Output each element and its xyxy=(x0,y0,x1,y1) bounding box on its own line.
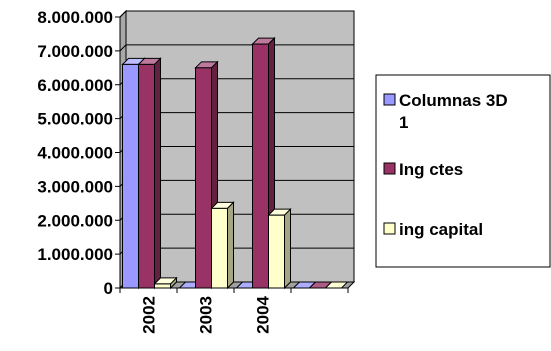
y-tick-label: 0 xyxy=(104,279,113,298)
legend-item: Columnas 3D 1 xyxy=(383,91,508,132)
bar-side xyxy=(227,201,234,290)
y-gridline xyxy=(119,10,354,18)
legend-swatch xyxy=(383,222,396,235)
legend-swatch xyxy=(383,93,396,106)
legend-label: Ing ctes xyxy=(399,160,463,179)
y-gridline xyxy=(119,44,354,52)
y-tick-label: 6.000.000 xyxy=(37,76,113,95)
bar xyxy=(137,57,162,290)
y-axis: 0 1.000.000 2.000.000 3.000.000 4.000.000 5.0… xyxy=(37,8,121,298)
x-tick-label: 2002 xyxy=(140,296,159,334)
y-tick-label: 4.000.000 xyxy=(37,144,113,163)
bar xyxy=(267,207,292,290)
bar-side xyxy=(154,57,161,290)
bar-front xyxy=(154,283,171,289)
bar-front xyxy=(195,67,212,289)
legend-item: ing capital xyxy=(383,220,483,239)
bar-front xyxy=(138,63,155,289)
y-tick-label: 3.000.000 xyxy=(37,177,113,196)
legend-swatch xyxy=(383,162,396,175)
bar xyxy=(210,201,235,290)
legend: Columnas 3D 1 Ing ctes ing capital xyxy=(375,74,551,268)
legend-label: ing capital xyxy=(399,220,483,239)
x-tick-label: 2004 xyxy=(254,295,273,333)
legend-label-line: Columnas 3D xyxy=(399,91,508,110)
legend-label: Columnas 3D 1 xyxy=(399,91,508,132)
x-tick-label: 2003 xyxy=(197,296,216,334)
y-tick-label: 8.000.000 xyxy=(37,8,113,27)
bar-front xyxy=(268,214,285,289)
bar-front xyxy=(122,63,139,289)
legend-label-line: 1 xyxy=(399,113,408,132)
bar-front xyxy=(252,43,269,289)
legend-box xyxy=(375,74,551,268)
bar-group xyxy=(121,36,349,290)
bar-front xyxy=(211,207,228,289)
bar-side xyxy=(284,207,291,290)
y-tick-label: 7.000.000 xyxy=(37,42,113,61)
y-tick-label: 5.000.000 xyxy=(37,110,113,129)
legend-item: Ing ctes xyxy=(383,160,463,179)
y-tick-label: 1.000.000 xyxy=(37,245,113,264)
y-tick-label: 2.000.000 xyxy=(37,211,113,230)
x-axis: 2002 2003 2004 xyxy=(119,287,349,334)
